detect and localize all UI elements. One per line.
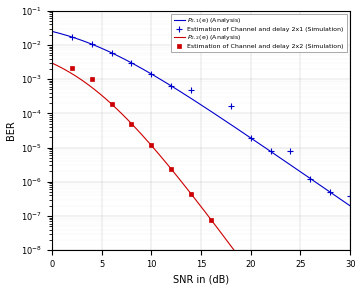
* Estimation of Channel and delay 2x2 (Simulation) bbox=[109, 102, 114, 106]
* Estimation of Channel and delay 2x2 (Simulation) bbox=[209, 218, 213, 221]
Line: * Estimation of Channel and delay 2x2 (Simulation): * Estimation of Channel and delay 2x2 (S… bbox=[69, 65, 213, 222]
+ Estimation of Channel and delay 2x1 (Simulation) bbox=[288, 150, 293, 153]
* Estimation of Channel and delay 2x2 (Simulation) bbox=[129, 122, 134, 125]
+ Estimation of Channel and delay 2x1 (Simulation) bbox=[269, 150, 273, 153]
$P_{2,1}$(e) (Analysis) bbox=[341, 199, 345, 203]
$P_{2,1}$(e) (Analysis) bbox=[227, 122, 231, 125]
+ Estimation of Channel and delay 2x1 (Simulation) bbox=[109, 51, 114, 55]
* Estimation of Channel and delay 2x2 (Simulation) bbox=[169, 167, 173, 171]
$P_{2,1}$(e) (Analysis) bbox=[193, 99, 197, 103]
$P_{2,2}$(e) (Analysis) bbox=[227, 242, 231, 246]
+ Estimation of Channel and delay 2x1 (Simulation) bbox=[189, 88, 193, 91]
* Estimation of Channel and delay 2x2 (Simulation) bbox=[70, 66, 74, 69]
Legend: $P_{2,1}$(e) (Analysis), Estimation of Channel and delay 2x1 (Simulation), $P_{2: $P_{2,1}$(e) (Analysis), Estimation of C… bbox=[170, 14, 347, 52]
+ Estimation of Channel and delay 2x1 (Simulation) bbox=[149, 72, 153, 76]
* Estimation of Channel and delay 2x2 (Simulation) bbox=[90, 77, 94, 80]
$P_{2,2}$(e) (Analysis) bbox=[211, 221, 216, 224]
$P_{2,2}$(e) (Analysis) bbox=[193, 197, 197, 201]
Line: $P_{2,1}$(e) (Analysis): $P_{2,1}$(e) (Analysis) bbox=[52, 31, 350, 206]
$P_{2,2}$(e) (Analysis) bbox=[50, 61, 54, 65]
$P_{2,1}$(e) (Analysis) bbox=[294, 167, 299, 171]
+ Estimation of Channel and delay 2x1 (Simulation) bbox=[249, 136, 253, 140]
$P_{2,1}$(e) (Analysis) bbox=[348, 204, 352, 208]
$P_{2,1}$(e) (Analysis) bbox=[50, 30, 54, 33]
* Estimation of Channel and delay 2x2 (Simulation) bbox=[149, 144, 153, 147]
+ Estimation of Channel and delay 2x1 (Simulation) bbox=[348, 194, 352, 197]
+ Estimation of Channel and delay 2x1 (Simulation) bbox=[70, 35, 74, 39]
$P_{2,1}$(e) (Analysis) bbox=[191, 98, 196, 102]
Line: $P_{2,2}$(e) (Analysis): $P_{2,2}$(e) (Analysis) bbox=[52, 63, 350, 290]
+ Estimation of Channel and delay 2x1 (Simulation) bbox=[308, 177, 313, 180]
+ Estimation of Channel and delay 2x1 (Simulation) bbox=[229, 104, 233, 108]
+ Estimation of Channel and delay 2x1 (Simulation) bbox=[90, 42, 94, 46]
+ Estimation of Channel and delay 2x1 (Simulation) bbox=[129, 61, 134, 65]
$P_{2,2}$(e) (Analysis) bbox=[191, 195, 196, 199]
Line: + Estimation of Channel and delay 2x1 (Simulation): + Estimation of Channel and delay 2x1 (S… bbox=[68, 33, 354, 199]
X-axis label: SNR in (dB): SNR in (dB) bbox=[173, 274, 229, 284]
+ Estimation of Channel and delay 2x1 (Simulation) bbox=[328, 191, 332, 194]
+ Estimation of Channel and delay 2x1 (Simulation) bbox=[169, 84, 173, 88]
$P_{2,1}$(e) (Analysis) bbox=[211, 111, 216, 115]
* Estimation of Channel and delay 2x2 (Simulation) bbox=[189, 192, 193, 195]
Y-axis label: BER: BER bbox=[5, 121, 16, 140]
